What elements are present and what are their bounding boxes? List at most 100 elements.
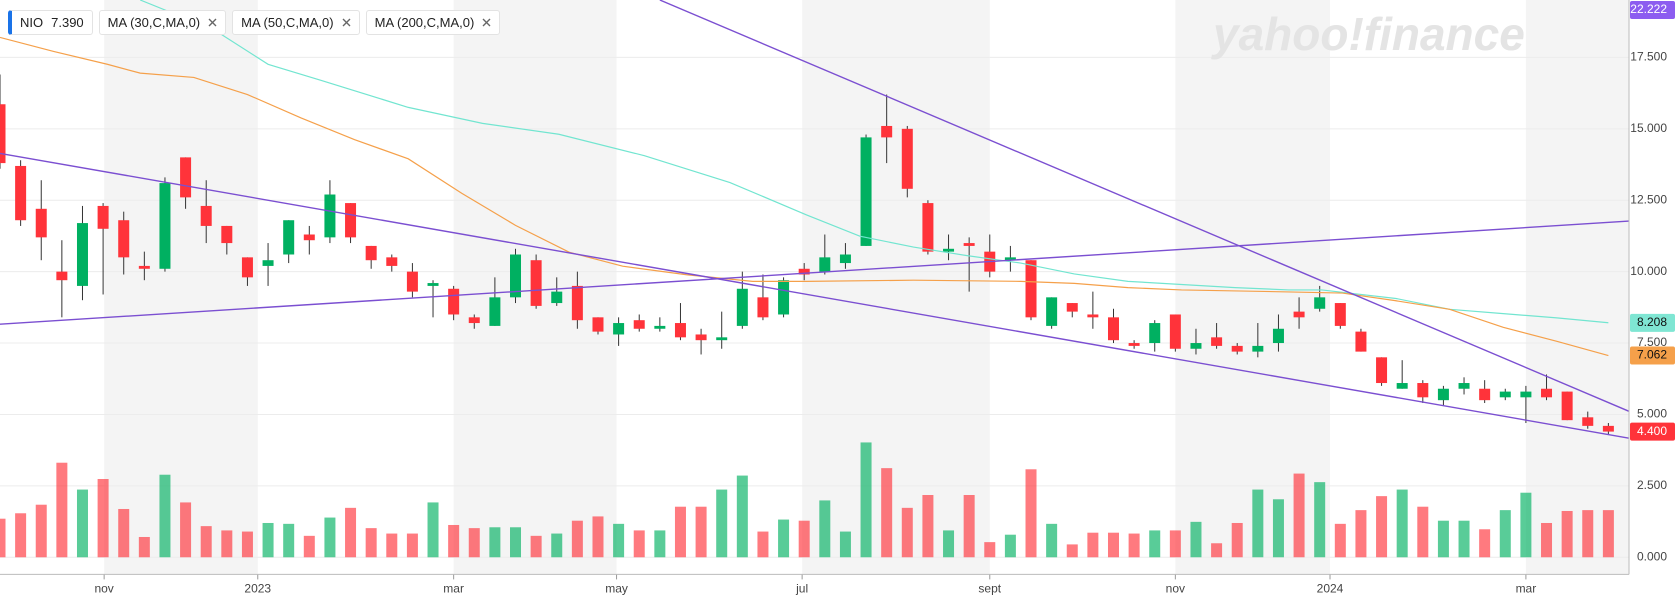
candle-body <box>1046 297 1058 326</box>
y-tick-label: 2.500 <box>1637 478 1667 492</box>
candle-body <box>427 283 439 286</box>
volume-bar <box>1499 510 1511 558</box>
legend-item[interactable]: MA (50,C,MA,0) <box>232 10 360 35</box>
candle-body <box>1128 343 1140 346</box>
volume-bar <box>860 442 872 558</box>
candle-body <box>922 203 934 252</box>
price-label: 7.062 <box>1637 348 1667 362</box>
candle-body <box>1190 343 1202 349</box>
watermark: yahoo!finance <box>1211 8 1525 60</box>
candle-body <box>592 317 604 332</box>
candle-body <box>118 220 130 258</box>
volume-bar <box>1252 489 1264 558</box>
volume-bar <box>1190 521 1202 558</box>
legend-item[interactable]: MA (30,C,MA,0) <box>98 10 227 35</box>
candle-body <box>963 243 975 246</box>
x-tick-label: mar <box>443 582 464 596</box>
close-icon[interactable] <box>208 18 217 27</box>
volume-bar <box>901 507 913 558</box>
y-tick-label: 15.000 <box>1630 121 1667 135</box>
volume-bar <box>15 513 27 558</box>
y-tick-label: 7.500 <box>1637 335 1667 349</box>
volume-bar <box>736 475 748 558</box>
volume-bar <box>324 517 336 558</box>
candle-body <box>180 157 192 198</box>
candle-body <box>571 285 583 321</box>
volume-bar <box>839 531 851 558</box>
x-tick-label: nov <box>94 582 113 596</box>
volume-bar <box>633 530 645 558</box>
x-tick-label: nov <box>1166 582 1185 596</box>
band <box>1525 0 1629 575</box>
x-tick-label: sept <box>978 582 1001 596</box>
ma-line <box>139 0 1609 324</box>
price-label-box <box>1630 313 1675 332</box>
volume-bar <box>1417 506 1429 558</box>
candle-body <box>778 280 790 315</box>
volume-bar <box>1004 534 1016 558</box>
candle-body <box>241 257 253 278</box>
volume-bar <box>1314 482 1326 558</box>
volume-bar <box>1520 492 1532 558</box>
candle-body <box>0 104 6 164</box>
legend-label: MA (30,C,MA,0) <box>107 15 201 30</box>
volume-bar <box>489 527 501 558</box>
candle-body <box>530 260 542 306</box>
volume-bar <box>118 508 130 558</box>
volume-bar <box>757 531 769 558</box>
volume-bar <box>1169 530 1181 558</box>
candle-body <box>15 165 27 221</box>
volume-bar <box>1293 473 1305 558</box>
candle-body <box>674 323 686 338</box>
legend-item[interactable]: MA (200,C,MA,0) <box>365 10 501 35</box>
volume-bar <box>1272 499 1284 558</box>
x-tick-label: 2024 <box>1317 582 1344 596</box>
volume-bar <box>1437 520 1449 558</box>
candle-body <box>1458 383 1470 389</box>
volume-bar <box>1128 533 1140 558</box>
volume-bar <box>510 527 522 558</box>
x-tick-label: mar <box>1516 582 1537 596</box>
x-tick-label: 2023 <box>244 582 271 596</box>
y-tick-label: 10.000 <box>1630 264 1667 278</box>
trendline <box>0 220 1629 325</box>
close-icon[interactable] <box>342 18 351 27</box>
legend-item[interactable]: NIO 7.390 <box>8 10 93 35</box>
trendline <box>0 152 1629 439</box>
volume-bar <box>963 494 975 558</box>
candle-body <box>1025 260 1037 318</box>
candle-body <box>736 288 748 326</box>
volume-bar <box>386 533 398 558</box>
candle-body <box>1107 317 1119 341</box>
volume-bar <box>345 507 357 558</box>
volume-bar <box>654 530 666 558</box>
volume-bar <box>1334 523 1346 558</box>
y-tick-label: 12.500 <box>1630 192 1667 206</box>
candle-body <box>262 260 274 266</box>
volume-bar <box>1149 530 1161 558</box>
price-label-box <box>1630 346 1675 365</box>
candle-body <box>819 257 831 272</box>
volume-bar <box>1561 510 1573 558</box>
candle-body <box>551 291 563 304</box>
volume-bar <box>241 531 253 558</box>
candle-body <box>881 125 893 138</box>
price-label-box <box>1630 1 1675 19</box>
volume-bar <box>427 502 439 558</box>
candle-body <box>757 297 769 318</box>
volume-bar <box>674 506 686 558</box>
volume-bar <box>716 489 728 558</box>
candle-body <box>1437 388 1449 401</box>
close-icon[interactable] <box>482 18 491 27</box>
volume-bar <box>1602 510 1614 558</box>
volume-bar <box>1479 529 1491 558</box>
legend-label: MA (50,C,MA,0) <box>241 15 334 30</box>
volume-bar <box>138 536 150 558</box>
band <box>1175 0 1331 575</box>
volume-bar <box>1087 532 1099 558</box>
candle-body <box>1087 314 1099 318</box>
volume-bar <box>1582 510 1594 558</box>
candle-body <box>1561 391 1573 421</box>
candle-body <box>510 254 522 298</box>
